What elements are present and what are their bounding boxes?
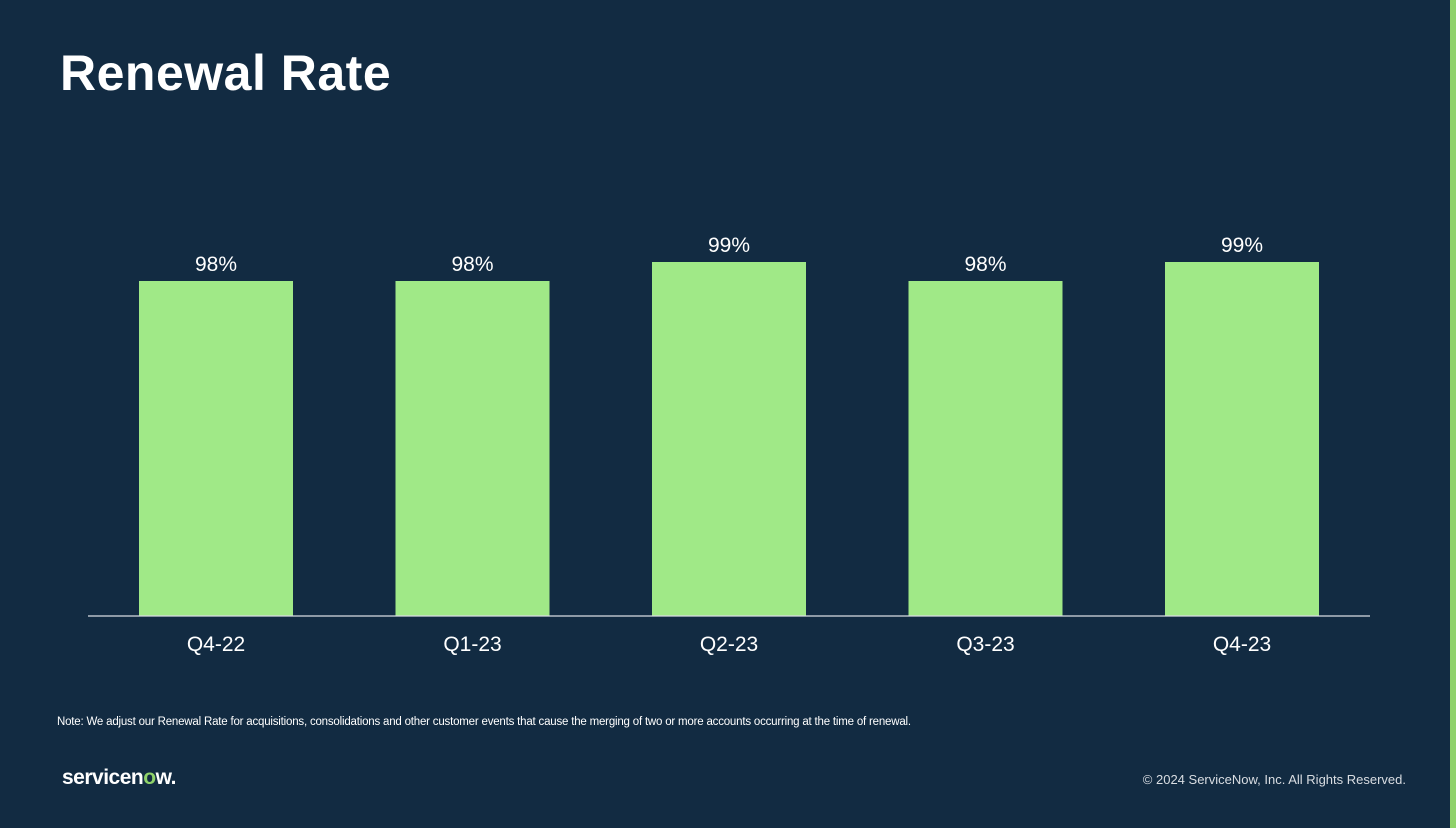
footnote: Note: We adjust our Renewal Rate for acq…	[57, 716, 911, 728]
data-label-q3-23: 98%	[964, 253, 1006, 276]
bar-q2-23	[652, 262, 806, 616]
servicenow-logo: servicenow.	[62, 766, 176, 790]
copyright-text: © 2024 ServiceNow, Inc. All Rights Reser…	[1142, 772, 1406, 787]
data-label-q4-23: 99%	[1221, 234, 1263, 257]
bar-q3-23	[908, 281, 1063, 616]
x-tick-labels-group: Q4-22 Q1-23 Q2-23 Q3-23 Q4-23	[187, 633, 1271, 656]
bar-q4-23	[1165, 262, 1319, 616]
x-tick-label-q3-23: Q3-23	[956, 633, 1014, 656]
logo-o: o	[143, 766, 156, 789]
bar-q1-23	[395, 281, 550, 616]
bar-q4-22	[139, 281, 293, 616]
x-tick-label-q4-22: Q4-22	[187, 633, 245, 656]
logo-text-part2: w.	[155, 766, 177, 789]
data-labels-group: 98% 98% 99% 98% 99%	[195, 234, 1263, 276]
logo-text-part1: servicen	[62, 766, 144, 789]
x-tick-label-q2-23: Q2-23	[700, 633, 758, 656]
data-label-q4-22: 98%	[195, 253, 237, 276]
data-label-q2-23: 99%	[708, 234, 750, 257]
x-tick-label-q1-23: Q1-23	[443, 633, 501, 656]
accent-stripe	[1450, 0, 1456, 828]
x-tick-label-q4-23: Q4-23	[1213, 633, 1271, 656]
slide-title: Renewal Rate	[60, 45, 392, 101]
data-label-q1-23: 98%	[451, 253, 493, 276]
bars-group	[139, 262, 1319, 616]
